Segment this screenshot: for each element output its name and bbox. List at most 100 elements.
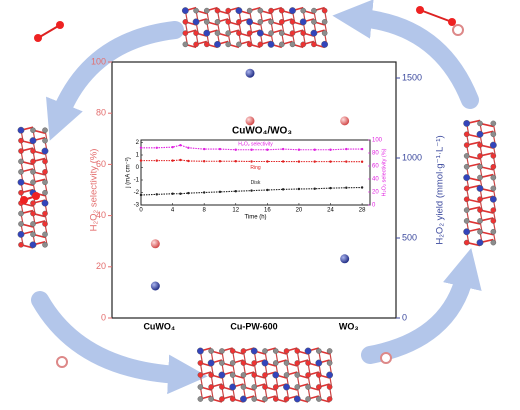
- o2-atom: [56, 21, 64, 29]
- atom: [208, 396, 214, 402]
- atom: [463, 228, 471, 236]
- y2-tick-label: 100: [372, 138, 383, 144]
- y-tick-label: -1: [134, 178, 140, 184]
- atom: [294, 384, 301, 390]
- series-point: [202, 147, 206, 151]
- x-tick-label: CuWO₄: [143, 321, 175, 331]
- atom: [316, 384, 322, 390]
- atom: [272, 371, 280, 379]
- atom: [225, 30, 232, 36]
- atom: [42, 158, 48, 165]
- atom: [192, 18, 200, 26]
- atom: [283, 372, 290, 378]
- series-point: [297, 160, 301, 163]
- atom: [278, 41, 285, 48]
- atom: [278, 7, 285, 14]
- atom: [225, 41, 232, 48]
- atom: [321, 7, 328, 14]
- series-point: [266, 148, 269, 151]
- atom: [463, 196, 470, 203]
- atom: [267, 40, 275, 48]
- atom: [30, 210, 36, 217]
- series-point: [139, 146, 143, 149]
- atom: [294, 360, 301, 366]
- y-tick-label: 20: [96, 261, 106, 271]
- x-tick-label: 16: [264, 208, 271, 214]
- atom: [18, 221, 24, 227]
- o2-atom: [34, 34, 42, 42]
- series-point: [281, 160, 285, 163]
- series-point: [281, 147, 285, 151]
- series-point: [139, 159, 143, 162]
- atom: [18, 148, 24, 154]
- atom: [305, 372, 311, 378]
- molecule: [380, 352, 392, 364]
- series-point: [187, 159, 190, 163]
- atom: [316, 348, 322, 354]
- series-point: [250, 189, 253, 192]
- atom: [251, 396, 258, 402]
- series-point: [266, 160, 269, 163]
- atom: [197, 396, 204, 402]
- atom: [181, 7, 189, 15]
- atom: [30, 148, 36, 154]
- data-point: [245, 116, 255, 126]
- atom: [278, 30, 285, 36]
- atom: [235, 7, 243, 15]
- y-tick-label: 40: [96, 210, 106, 220]
- atom: [236, 41, 242, 48]
- atom: [30, 169, 36, 175]
- o2-bond: [37, 24, 61, 39]
- atom: [463, 174, 471, 181]
- atom: [300, 30, 307, 36]
- atom: [219, 348, 225, 354]
- atom: [278, 19, 285, 25]
- series-point: [250, 148, 253, 151]
- atom: [208, 348, 214, 354]
- atom: [299, 18, 307, 26]
- x-tick-label: 8: [203, 208, 207, 214]
- arrow: [46, 21, 184, 141]
- x-tick-label: 0: [139, 208, 143, 214]
- atom: [294, 348, 301, 354]
- y2-tick-label: 500: [402, 232, 417, 242]
- data-point: [245, 68, 255, 78]
- series-point: [171, 192, 174, 195]
- y-tick-label: 1: [136, 153, 140, 159]
- atom: [305, 396, 311, 402]
- atom: [218, 371, 226, 379]
- y-tick-label: -3: [134, 203, 140, 209]
- atom: [30, 158, 36, 165]
- atom: [30, 221, 36, 227]
- atom: [477, 163, 483, 170]
- atom: [229, 372, 236, 378]
- series-point: [218, 160, 222, 163]
- atom: [326, 371, 334, 379]
- series-line: [141, 144, 363, 151]
- atom: [203, 7, 210, 14]
- y-tick-label: 0: [101, 312, 106, 322]
- x-tick-label: 24: [327, 208, 334, 214]
- series-point: [297, 187, 301, 191]
- atom: [477, 207, 483, 213]
- atom: [251, 372, 258, 378]
- series-point: [297, 148, 301, 151]
- atom: [321, 19, 328, 25]
- atom: [203, 29, 211, 37]
- atom: [214, 7, 221, 14]
- atom: [193, 7, 199, 14]
- atom: [490, 153, 497, 159]
- series-line: [140, 186, 363, 196]
- atom: [321, 30, 328, 36]
- atom: [18, 158, 24, 165]
- series-label: Ring: [250, 165, 261, 171]
- o2-bond: [419, 9, 453, 23]
- series-point: [155, 146, 158, 149]
- atom: [477, 142, 483, 148]
- atom: [268, 30, 274, 36]
- series-point: [155, 159, 158, 162]
- atom: [251, 360, 258, 366]
- series-point: [139, 193, 143, 197]
- atom: [272, 384, 279, 390]
- atom: [208, 384, 214, 390]
